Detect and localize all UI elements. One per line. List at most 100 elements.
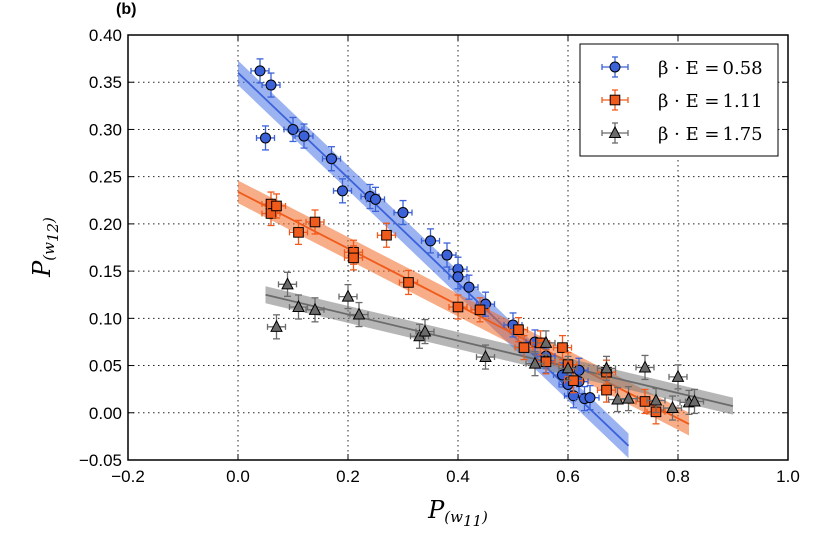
data-point-series-1 [365,186,386,212]
marker-square [403,277,414,288]
x-tick-label: 0.4 [446,467,470,486]
y-tick-label: 0.00 [89,404,122,423]
data-point-series-1 [255,125,276,151]
legend: β · E = 0.58 β · E = 1.11 β · E = 1.75 [579,43,779,157]
data-marker [309,216,321,228]
data-marker [381,229,392,241]
marker-square [381,229,392,241]
data-marker [397,207,409,219]
data-point-series-2 [470,297,490,323]
marker-triangle [528,356,542,369]
x-axis-label: P(w11) [427,496,488,530]
legend-entry-3-value: 1.75 [723,124,763,145]
data-marker [601,384,612,396]
marker-square [309,216,321,228]
legend-entry-1-value: 0.58 [723,58,763,79]
data-point-series-1 [283,116,303,143]
marker-square [271,200,282,212]
data-marker [418,324,432,337]
marker-square [452,301,464,313]
data-point-series-3 [277,271,298,297]
data-point-series-3 [684,388,705,415]
marker-circle [254,65,266,77]
data-point-series-3 [618,385,639,412]
data-point-series-1 [437,242,457,268]
data-point-series-3 [475,344,496,370]
marker-circle [463,281,475,293]
data-point-series-2 [552,334,573,361]
marker-triangle [671,369,685,382]
data-point-series-2 [305,209,325,235]
axis-ticks: −0.2 0.0 0.2 0.4 0.6 0.8 1.0 −0.05 0.00 0.05 0.10 0… [79,26,800,486]
data-marker [539,335,553,348]
data-marker [348,252,359,264]
data-point-series-3 [596,355,617,382]
x-tick-label: 0.8 [666,467,690,486]
data-point-series-1 [250,58,270,84]
data-marker [271,200,282,212]
data-point-series-3 [525,351,545,377]
data-marker [370,193,381,205]
x-tick-label: 0.0 [226,467,250,486]
marker-triangle [418,324,432,337]
data-marker [479,349,492,363]
legend-entry-1: β · E = 0.58 [658,58,763,79]
marker-triangle [292,299,305,312]
data-marker [265,79,277,91]
data-point-series-1 [393,199,413,226]
marker-triangle [638,360,652,373]
data-marker [254,65,266,77]
data-marker [513,324,524,335]
marker-square [557,342,568,353]
panel-label: (b) [116,1,136,18]
y-axis-label: P(w12) [28,217,62,278]
data-point-series-2 [508,317,529,343]
legend-entry-2-prefix: β · E = [658,91,720,112]
data-marker [666,400,679,414]
marker-square [609,94,621,106]
y-axis-label-close: ) [40,217,58,224]
fit-line-series-3 [265,293,734,408]
data-marker [528,356,542,369]
data-marker [352,307,366,320]
marker-circle [287,123,299,135]
x-tick-label: 1.0 [776,467,800,486]
marker-triangle [649,393,663,406]
marker-square [348,252,359,264]
marker-circle [452,271,464,283]
data-marker [600,361,613,374]
data-marker [425,235,436,247]
marker-triangle [308,302,322,315]
data-point-series-3 [536,330,556,356]
legend-entry-2-value: 1.11 [723,91,763,112]
y-tick-label: 0.30 [89,120,122,139]
marker-triangle [479,349,492,363]
data-marker [671,369,685,382]
marker-circle [425,235,436,247]
data-marker [518,342,530,353]
marker-triangle [600,361,613,374]
data-point-series-1 [420,228,441,254]
svg-text:P(w11): P(w11) [427,496,488,530]
data-marker [649,393,663,406]
data-point-series-1 [332,178,353,204]
data-point-series-2 [343,245,364,271]
x-axis-label-main: P [427,496,445,524]
marker-circle [584,392,596,404]
x-axis-label-close: ) [481,508,488,526]
data-point-series-1 [459,274,479,300]
legend-marker [608,125,622,138]
marker-square [265,208,277,219]
data-marker [639,396,651,407]
marker-triangle [352,307,366,320]
y-axis-label-main: P [28,260,56,278]
marker-square [639,396,651,407]
x-axis-label-index: 11 [463,512,482,530]
y-axis-label-sub: (w [40,242,58,261]
y-axis-label-index: 12 [44,223,62,242]
y-tick-label: 0.40 [89,26,122,45]
data-marker [638,360,652,373]
data-marker [298,130,310,142]
y-tick-label: 0.25 [89,168,122,187]
